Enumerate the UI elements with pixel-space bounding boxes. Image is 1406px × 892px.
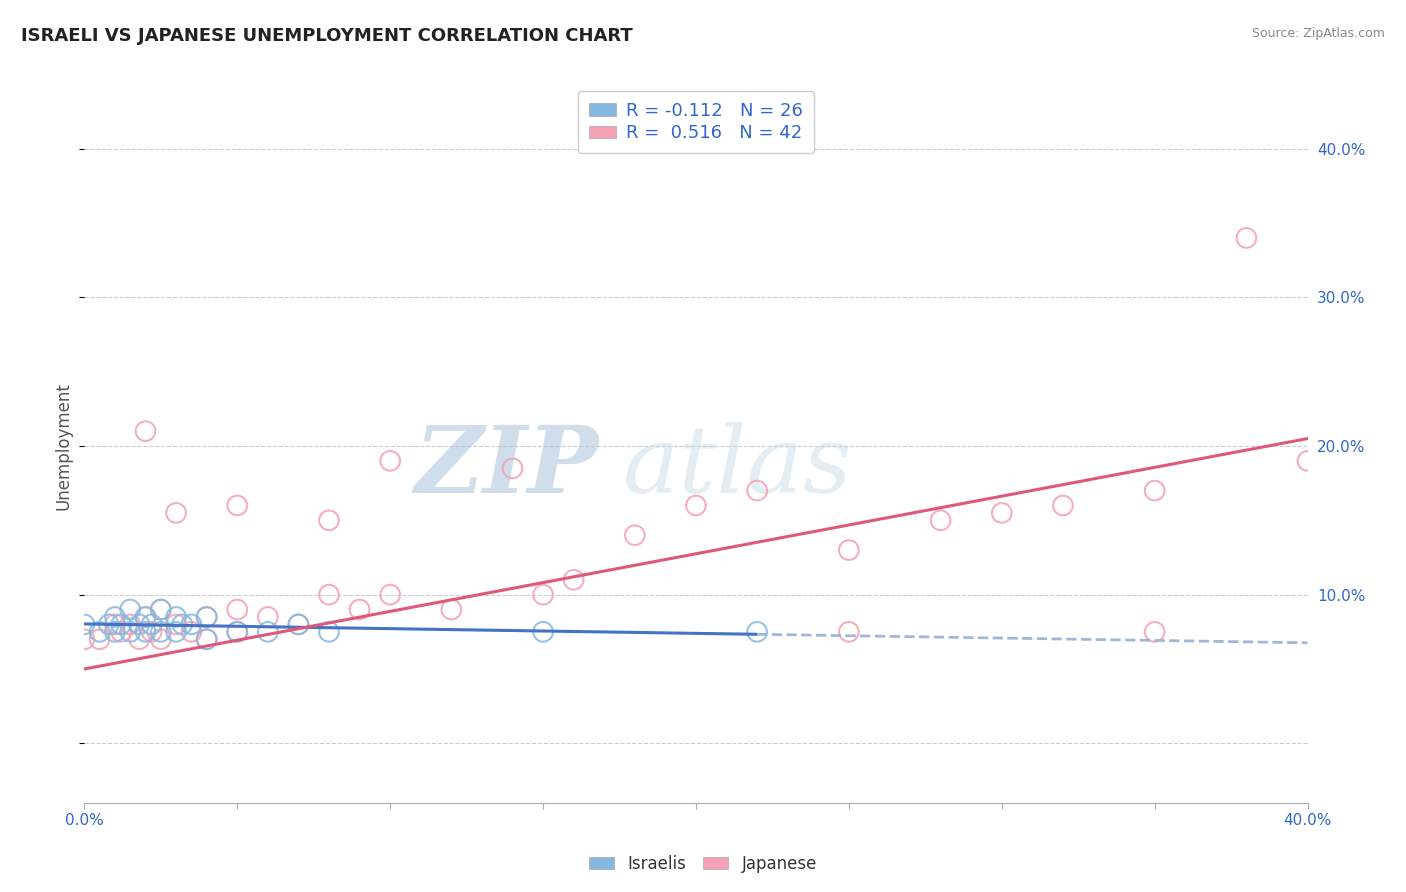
Point [141, 624, 163, 639]
Y-axis label: Unemployment: Unemployment [55, 382, 73, 510]
Point [380, 454, 402, 468]
Point [685, 499, 707, 513]
Point [135, 610, 157, 624]
Point [149, 624, 172, 639]
Point [1236, 231, 1258, 245]
Point [165, 610, 187, 624]
Point [165, 617, 187, 632]
Point [172, 617, 194, 632]
Point [531, 624, 554, 639]
Point [929, 513, 952, 527]
Point [747, 624, 769, 639]
Point [149, 602, 172, 616]
Point [104, 617, 127, 632]
Point [104, 624, 127, 639]
Point [349, 602, 371, 616]
Point [624, 528, 647, 542]
Point [502, 461, 524, 475]
Legend: R = -0.112   N = 26, R =  0.516   N = 42: R = -0.112 N = 26, R = 0.516 N = 42 [578, 91, 814, 153]
Point [257, 624, 280, 639]
Point [287, 617, 309, 632]
Point [135, 624, 157, 639]
Point [1296, 454, 1319, 468]
Point [562, 573, 585, 587]
Point [440, 602, 463, 616]
Point [531, 588, 554, 602]
Point [226, 602, 249, 616]
Point [838, 543, 860, 558]
Point [1143, 483, 1166, 498]
Point [226, 499, 249, 513]
Legend: Israelis, Japanese: Israelis, Japanese [582, 848, 824, 880]
Point [89, 624, 111, 639]
Point [128, 617, 150, 632]
Point [195, 632, 218, 647]
Point [73, 617, 96, 632]
Point [257, 610, 280, 624]
Point [110, 617, 132, 632]
Point [318, 588, 340, 602]
Point [318, 624, 340, 639]
Point [165, 624, 187, 639]
Point [226, 624, 249, 639]
Point [120, 602, 142, 616]
Point [73, 632, 96, 647]
Point [195, 610, 218, 624]
Point [991, 506, 1014, 520]
Point [135, 610, 157, 624]
Point [149, 602, 172, 616]
Text: ZIP: ZIP [413, 423, 598, 512]
Point [180, 624, 202, 639]
Point [226, 624, 249, 639]
Point [141, 617, 163, 632]
Text: ISRAELI VS JAPANESE UNEMPLOYMENT CORRELATION CHART: ISRAELI VS JAPANESE UNEMPLOYMENT CORRELA… [21, 27, 633, 45]
Point [165, 506, 187, 520]
Point [287, 617, 309, 632]
Point [838, 624, 860, 639]
Point [135, 424, 157, 438]
Point [89, 632, 111, 647]
Point [1143, 624, 1166, 639]
Point [104, 610, 127, 624]
Text: Source: ZipAtlas.com: Source: ZipAtlas.com [1251, 27, 1385, 40]
Point [318, 513, 340, 527]
Point [180, 617, 202, 632]
Point [120, 617, 142, 632]
Point [149, 632, 172, 647]
Point [195, 632, 218, 647]
Text: atlas: atlas [623, 423, 852, 512]
Point [110, 624, 132, 639]
Point [195, 610, 218, 624]
Point [128, 632, 150, 647]
Point [97, 617, 120, 632]
Point [120, 624, 142, 639]
Point [1052, 499, 1074, 513]
Point [747, 483, 769, 498]
Point [380, 588, 402, 602]
